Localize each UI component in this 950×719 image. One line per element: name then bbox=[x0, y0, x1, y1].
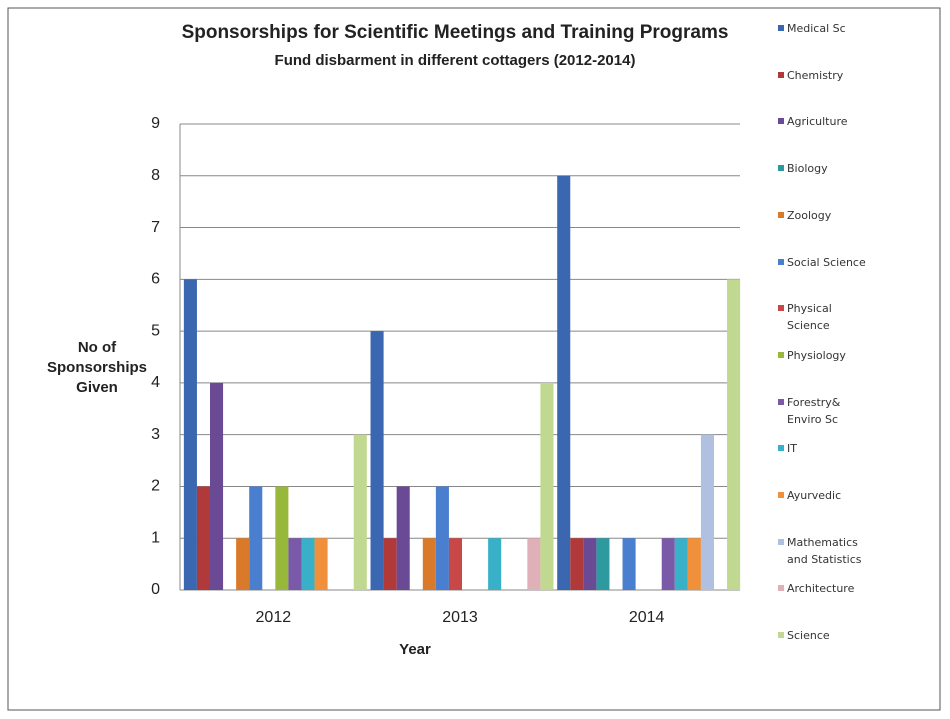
y-axis-label: No of Sponsorships Given bbox=[46, 339, 147, 396]
bar bbox=[622, 538, 636, 590]
bar bbox=[370, 331, 384, 590]
bar bbox=[196, 486, 210, 590]
bar bbox=[687, 538, 701, 590]
y-tick-label: 9 bbox=[151, 115, 160, 132]
legend-label: Agriculture bbox=[787, 115, 848, 129]
legend-swatch bbox=[778, 25, 784, 31]
x-axis-label: Year bbox=[399, 641, 431, 658]
legend-swatch bbox=[778, 211, 784, 218]
x-tick-label: 2014 bbox=[629, 609, 665, 626]
y-tick-label: 4 bbox=[151, 374, 160, 391]
legend-swatch bbox=[778, 445, 784, 452]
x-tick-label: 2012 bbox=[256, 609, 292, 626]
y-tick-label: 6 bbox=[151, 271, 160, 288]
legend-label: Physical Science bbox=[787, 302, 832, 333]
legend-swatch bbox=[778, 538, 784, 545]
x-tick-label: 2013 bbox=[442, 609, 478, 626]
bar bbox=[661, 538, 675, 590]
bar bbox=[540, 382, 554, 590]
y-tick-label: 7 bbox=[151, 219, 160, 236]
bar bbox=[700, 434, 714, 590]
legend-label: Mathematics and Statistics bbox=[787, 535, 862, 566]
bar bbox=[183, 279, 197, 590]
legend-swatch bbox=[778, 71, 784, 78]
legend-label: Physiology bbox=[787, 348, 846, 362]
bar bbox=[353, 434, 367, 590]
bar bbox=[275, 486, 289, 590]
bar bbox=[674, 538, 688, 590]
bar bbox=[488, 538, 502, 590]
bar bbox=[435, 486, 449, 590]
chart-subtitle: Fund disbarment in different cottagers (… bbox=[275, 52, 636, 69]
legend-swatch bbox=[778, 398, 784, 405]
legend-swatch bbox=[778, 165, 784, 172]
y-tick-label: 0 bbox=[151, 581, 160, 598]
y-tick-label: 8 bbox=[151, 167, 160, 184]
y-tick-label: 3 bbox=[151, 426, 160, 443]
bar bbox=[314, 538, 328, 590]
legend-label: Zoology bbox=[787, 208, 832, 222]
y-tick-label: 5 bbox=[151, 322, 160, 339]
bar bbox=[210, 382, 224, 590]
legend-swatch bbox=[778, 305, 784, 312]
bar bbox=[236, 538, 250, 590]
legend-swatch bbox=[778, 492, 784, 498]
bar bbox=[249, 486, 263, 590]
bar bbox=[727, 279, 741, 590]
chart-title: Sponsorships for Scientific Meetings and… bbox=[182, 22, 729, 43]
bar bbox=[557, 175, 571, 590]
bar bbox=[301, 538, 315, 590]
bar bbox=[448, 538, 462, 590]
legend-swatch bbox=[778, 632, 784, 639]
legend-label: Forestry& Enviro Sc bbox=[787, 395, 841, 426]
legend-label: Medical Sc bbox=[787, 22, 846, 35]
legend-label: IT bbox=[787, 442, 797, 456]
legend-swatch bbox=[778, 118, 784, 125]
bar bbox=[383, 538, 397, 590]
legend-label: Biology bbox=[787, 162, 828, 176]
legend-label: Architecture bbox=[787, 582, 855, 596]
bar bbox=[596, 538, 610, 590]
y-tick-label: 2 bbox=[151, 478, 160, 495]
bar bbox=[396, 486, 410, 590]
bar bbox=[570, 538, 584, 590]
bar bbox=[422, 538, 436, 590]
bar bbox=[527, 538, 541, 590]
legend-swatch bbox=[778, 258, 784, 265]
legend-label: Science bbox=[787, 629, 830, 643]
frame bbox=[7, 7, 941, 711]
bar bbox=[583, 538, 597, 590]
bar bbox=[288, 538, 302, 590]
legend-swatch bbox=[778, 351, 784, 358]
legend-label: Ayurvedic bbox=[787, 489, 842, 502]
legend-label: Chemistry bbox=[787, 68, 844, 82]
y-tick-label: 1 bbox=[151, 529, 160, 546]
legend-label: Social Science bbox=[787, 255, 866, 269]
legend-swatch bbox=[778, 585, 784, 592]
